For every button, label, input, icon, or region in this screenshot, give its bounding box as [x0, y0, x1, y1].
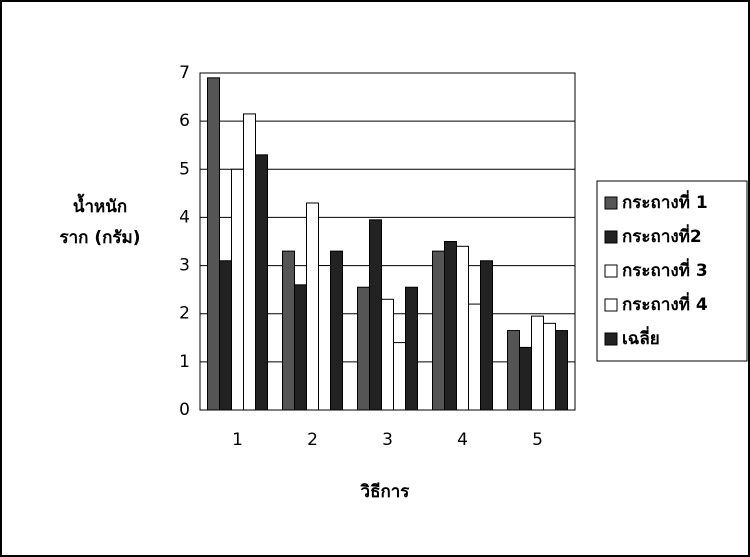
legend-swatch [605, 197, 617, 209]
x-tick-label: 4 [457, 430, 468, 450]
bar [283, 251, 295, 410]
bar [469, 304, 481, 410]
bar [520, 347, 532, 410]
y-tick-label: 2 [179, 304, 190, 324]
legend-swatch [605, 265, 617, 277]
y-tick-label: 3 [179, 256, 190, 276]
x-tick-label: 2 [307, 430, 318, 450]
y-tick-label: 6 [179, 111, 190, 131]
bar [481, 261, 493, 410]
bar [370, 220, 382, 410]
bar [232, 169, 244, 410]
y-tick-label: 4 [179, 207, 190, 227]
bar [244, 114, 256, 410]
x-tick-label: 1 [232, 430, 243, 450]
chart: วิธีการ น้ำหนัก ราก (กรัม) 0 1 2 3 4 5 6 7 1 2 3 4 5… [0, 0, 750, 557]
x-axis-label: วิธีการ [360, 481, 410, 502]
legend-swatch [605, 299, 617, 311]
legend-label: เฉลี่ย [622, 326, 660, 349]
legend-swatch [605, 333, 617, 345]
bar [556, 331, 568, 410]
y-tick-label: 1 [179, 352, 190, 372]
bar [457, 246, 469, 410]
legend-swatch [605, 231, 617, 243]
bar [220, 261, 232, 410]
bar [508, 331, 520, 410]
bar [445, 242, 457, 411]
bar [358, 287, 370, 410]
bar [307, 203, 319, 410]
bar [331, 251, 343, 410]
legend-label: กระถางที่ 3 [622, 258, 708, 281]
bar [382, 299, 394, 410]
bar [532, 316, 544, 410]
y-tick-label: 5 [179, 159, 190, 179]
x-tick-label: 5 [532, 430, 543, 450]
bar [406, 287, 418, 410]
bar [208, 78, 220, 410]
bar [394, 343, 406, 410]
legend-label: กระถางที่ 1 [622, 190, 708, 213]
y-axis-label: น้ำหนัก [73, 193, 127, 217]
bar [295, 285, 307, 410]
bar [256, 155, 268, 410]
legend-label: กระถางที่ 4 [622, 292, 708, 315]
x-tick-label: 3 [382, 430, 393, 450]
legend-label: กระถางที่2 [622, 224, 702, 247]
bar [433, 251, 445, 410]
bar [544, 323, 556, 410]
y-tick-label: 0 [179, 400, 190, 420]
bar [319, 266, 331, 410]
y-tick-label: 7 [179, 63, 190, 83]
y-axis-label: ราก (กรัม) [59, 228, 140, 248]
